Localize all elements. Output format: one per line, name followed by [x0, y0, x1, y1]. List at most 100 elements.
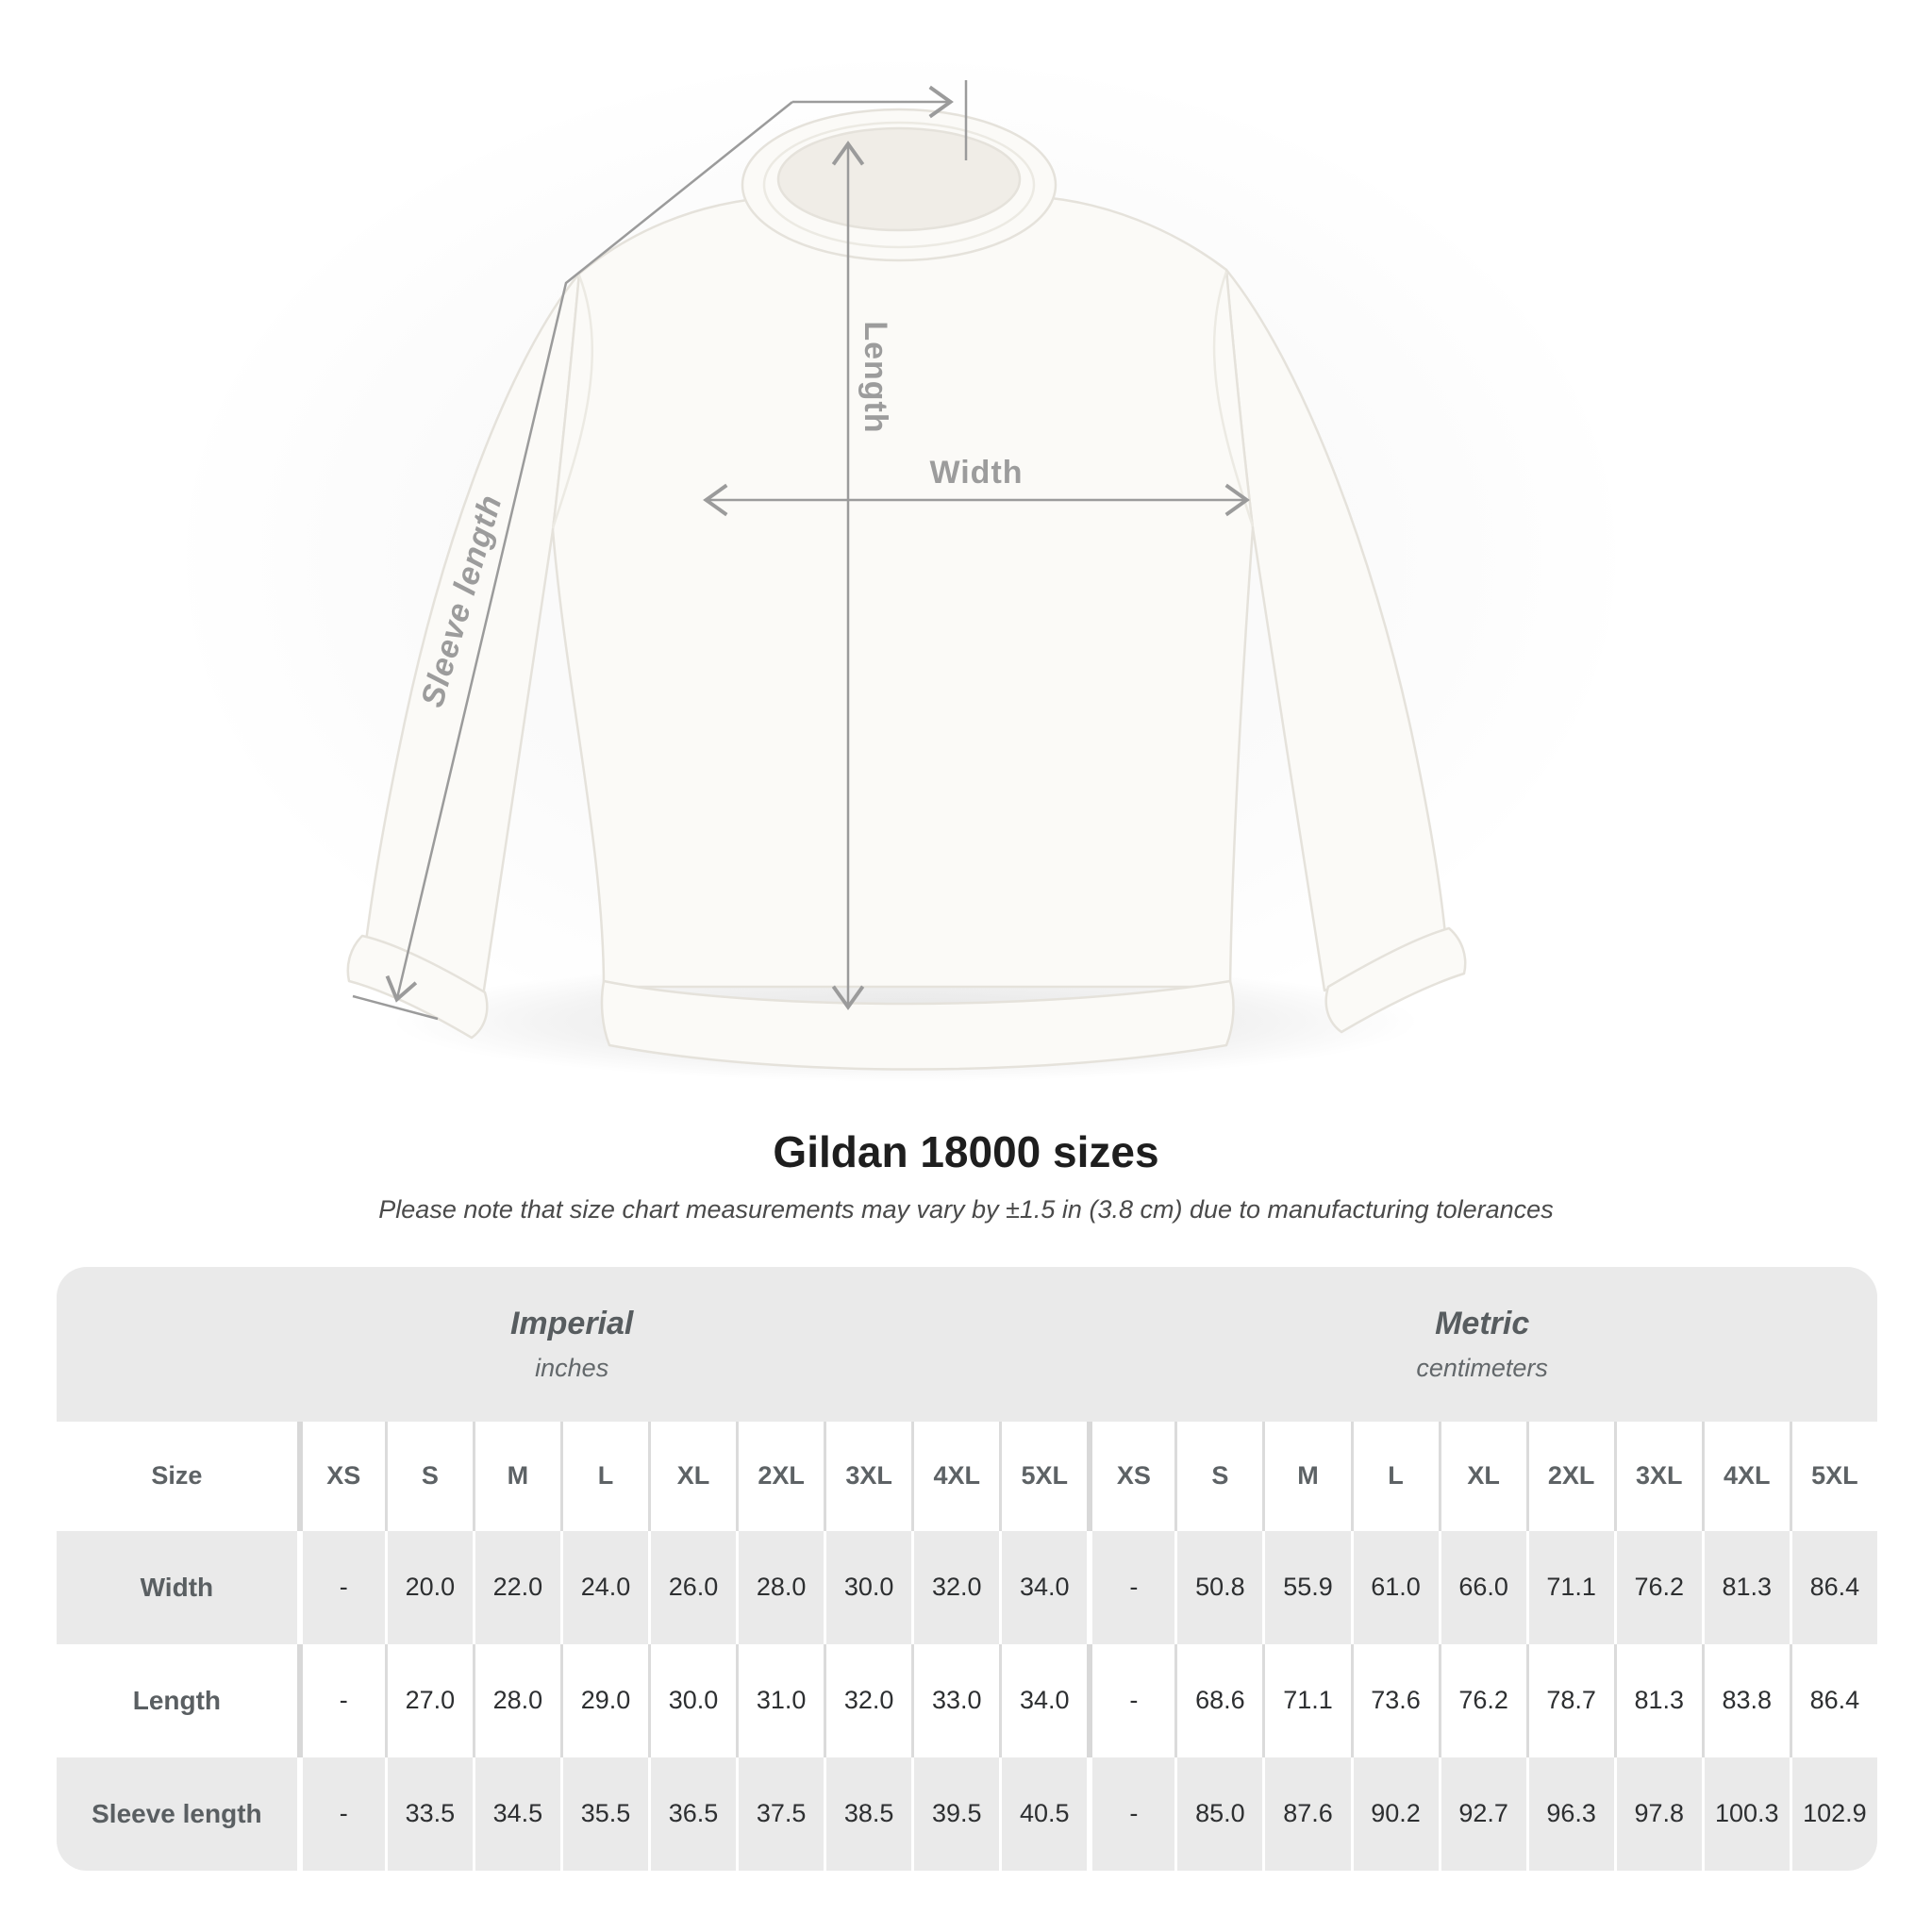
measurement-cell: 30.0 [648, 1643, 737, 1757]
tolerance-note: Please note that size chart measurements… [378, 1194, 1554, 1224]
measurement-cell: - [1087, 1757, 1175, 1871]
measurement-cell: 71.1 [1262, 1643, 1351, 1757]
unit-group-unit: inches [535, 1353, 609, 1382]
measurement-cell: - [1087, 1530, 1175, 1644]
measurement-row: Length -27.0 28.0 29.0 30.0 31.0 32.0 33.0 34.0-… [57, 1643, 1877, 1757]
size-col-header: 4XL [1701, 1421, 1790, 1531]
measurement-cell: 76.2 [1613, 1530, 1702, 1644]
measurement-cell: 92.7 [1438, 1757, 1526, 1871]
measurement-cell: - [296, 1530, 385, 1644]
size-col-header: 3XL [1613, 1421, 1702, 1531]
sweatshirt-illustration: Length Width Sleeve length [165, 47, 1637, 1082]
collar-ribbing-line [762, 121, 1036, 249]
measurement-cell: 36.5 [648, 1757, 737, 1871]
measurement-cell: 28.0 [736, 1530, 824, 1644]
metric-group-header: Metric centimeters [1087, 1266, 1877, 1422]
measurement-cell: 87.6 [1262, 1757, 1351, 1871]
measurement-cell: 40.5 [999, 1757, 1088, 1871]
measurement-lines [352, 80, 1250, 1021]
measurement-cell: 37.5 [736, 1757, 824, 1871]
size-col-header: XS [296, 1421, 385, 1531]
length-label: Length [858, 321, 893, 433]
imperial-group-header: Imperial inches [57, 1266, 1088, 1422]
measurement-cell: 68.6 [1174, 1643, 1263, 1757]
size-col-header: L [1350, 1421, 1439, 1531]
measurement-cell: 85.0 [1174, 1757, 1263, 1871]
measurement-cell: 22.0 [472, 1530, 560, 1644]
size-col-header: S [1174, 1421, 1263, 1531]
measurement-cell: 24.0 [559, 1530, 649, 1644]
measurement-cell: 76.2 [1438, 1643, 1526, 1757]
unit-group-unit: centimeters [1416, 1353, 1548, 1382]
size-col-header: M [472, 1421, 560, 1531]
measurement-cell: 66.0 [1438, 1530, 1526, 1644]
measurement-cell: 27.0 [384, 1643, 473, 1757]
row-label: Length [57, 1643, 297, 1757]
unit-group-name: Imperial [509, 1305, 634, 1341]
measurement-cell: 100.3 [1701, 1757, 1790, 1871]
measurement-cell: 34.0 [999, 1530, 1088, 1644]
measurement-cell: 81.3 [1613, 1643, 1702, 1757]
measurement-cell: 39.5 [911, 1757, 1000, 1871]
measurement-cell: - [296, 1757, 385, 1871]
measurement-cell: 50.8 [1174, 1530, 1263, 1644]
size-col-header: 5XL [1789, 1421, 1877, 1531]
measurement-cell: 38.5 [824, 1757, 912, 1871]
measurement-cell: 35.5 [559, 1757, 649, 1871]
measurement-cell: 90.2 [1350, 1757, 1439, 1871]
row-label: Width [57, 1530, 297, 1644]
unit-group-name: Metric [1435, 1305, 1530, 1341]
measurement-cell: 33.5 [384, 1757, 473, 1871]
size-col-header: 4XL [911, 1421, 1000, 1531]
size-header-row: Size XS S M L XL 2XL 3XL 4XL 5XL XS S M L XL 2XL 3XL 4XL 5… [57, 1421, 1877, 1531]
left-cuff [346, 934, 489, 1040]
page-title: Gildan 18000 sizes [773, 1127, 1159, 1176]
measurement-cell: 32.0 [911, 1530, 1000, 1644]
size-col-header: XL [648, 1421, 737, 1531]
measurement-cell: - [296, 1643, 385, 1757]
sweatshirt [346, 108, 1467, 1071]
size-col-header: M [1262, 1421, 1351, 1531]
measurement-cell: 86.4 [1789, 1643, 1877, 1757]
measurement-cell: 26.0 [648, 1530, 737, 1644]
measurement-cell: 61.0 [1350, 1530, 1439, 1644]
measurement-row: Sleeve length -33.5 34.5 35.5 36.5 37.5 38.5 39… [57, 1757, 1877, 1871]
size-col-header: L [559, 1421, 649, 1531]
size-table-wrapper: Imperial inches Metric centimeters Size XS S M L… [57, 1266, 1877, 1871]
measurement-cell: 73.6 [1350, 1643, 1439, 1757]
measurement-cell: 83.8 [1701, 1643, 1790, 1757]
measurement-cell: 86.4 [1789, 1530, 1877, 1644]
measurement-cell: 20.0 [384, 1530, 473, 1644]
measurement-cell: 32.0 [824, 1643, 912, 1757]
sleeve-length-arrow [385, 101, 793, 1003]
measurement-cell: 34.0 [999, 1643, 1088, 1757]
sleeve-length-end-tick [352, 994, 439, 1021]
measurement-row: Width -20.0 22.0 24.0 26.0 28.0 30.0 32.0 34.0-5… [57, 1530, 1877, 1644]
size-col-header: S [384, 1421, 473, 1531]
row-label: Sleeve length [57, 1757, 297, 1871]
measurement-cell: 78.7 [1525, 1643, 1614, 1757]
size-col-header: XS [1087, 1421, 1175, 1531]
width-label: Width [929, 455, 1023, 491]
measurement-cell: 71.1 [1525, 1530, 1614, 1644]
measurement-cell: 55.9 [1262, 1530, 1351, 1644]
measurement-cell: 102.9 [1789, 1757, 1877, 1871]
right-cuff [1324, 926, 1467, 1034]
measurement-cell: 97.8 [1613, 1757, 1702, 1871]
size-col-header: 5XL [999, 1421, 1088, 1531]
collar-opening [776, 126, 1022, 232]
measurement-cell: 28.0 [472, 1643, 560, 1757]
measurement-cell: 31.0 [736, 1643, 824, 1757]
size-header-label: Size [57, 1421, 297, 1531]
body-panel [551, 196, 1255, 989]
size-col-header: 2XL [736, 1421, 824, 1531]
measurement-cell: 81.3 [1701, 1530, 1790, 1644]
measurement-cell: 96.3 [1525, 1757, 1614, 1871]
measurement-cell: 29.0 [559, 1643, 649, 1757]
product-measurement-diagram: Length Width Sleeve length [165, 47, 1637, 1082]
measurement-cell: - [1087, 1643, 1175, 1757]
measurement-cell: 33.0 [911, 1643, 1000, 1757]
size-col-header: 2XL [1525, 1421, 1614, 1531]
size-col-header: 3XL [824, 1421, 912, 1531]
